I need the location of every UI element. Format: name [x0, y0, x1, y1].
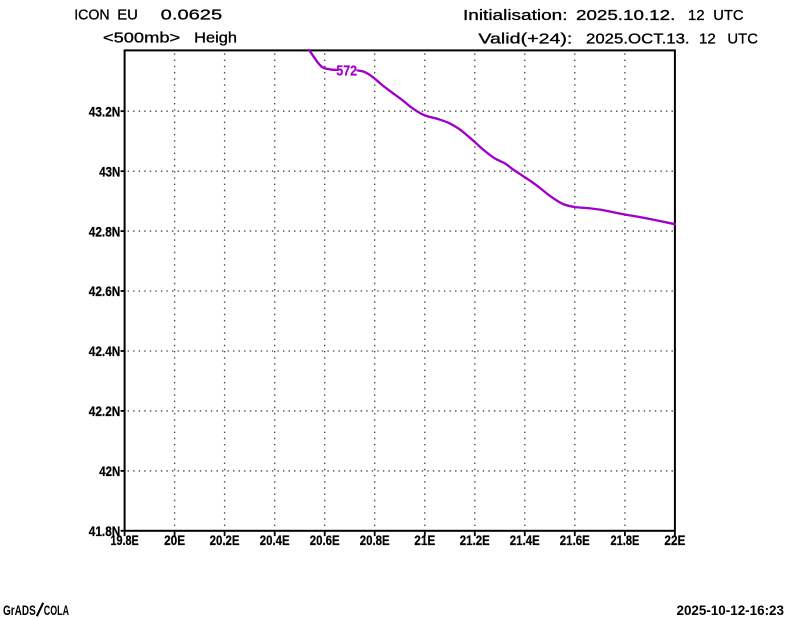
svg-text:20.4E: 20.4E [260, 532, 290, 548]
svg-text:572: 572 [336, 63, 357, 79]
svg-text:UTC: UTC [727, 30, 758, 47]
svg-text:21E: 21E [414, 532, 435, 548]
svg-text:20.8E: 20.8E [360, 532, 390, 548]
svg-text:2025-10-12-16:23: 2025-10-12-16:23 [677, 602, 785, 618]
svg-text:20.6E: 20.6E [310, 532, 340, 548]
svg-text:2025.10.12.: 2025.10.12. [576, 7, 675, 24]
svg-text:20.2E: 20.2E [210, 532, 240, 548]
svg-text:42.2N: 42.2N [89, 403, 121, 419]
svg-text:22E: 22E [664, 532, 685, 548]
svg-text:20E: 20E [164, 532, 185, 548]
svg-text:Valid(+24):: Valid(+24): [478, 30, 572, 47]
svg-text:Heigh: Heigh [194, 29, 237, 46]
svg-text:42.6N: 42.6N [89, 283, 121, 299]
svg-text:43N: 43N [99, 163, 120, 179]
svg-text:Initialisation:: Initialisation: [463, 7, 568, 24]
svg-text:12: 12 [699, 30, 716, 47]
svg-text:2025.OCT.13.: 2025.OCT.13. [586, 30, 690, 47]
svg-text:41.8N: 41.8N [89, 523, 121, 539]
svg-text:<500mb>: <500mb> [103, 29, 181, 46]
svg-text:42N: 42N [99, 463, 120, 479]
svg-text:ICON: ICON [74, 6, 110, 23]
svg-text:COLA: COLA [44, 602, 69, 618]
svg-text:42.4N: 42.4N [89, 343, 121, 359]
svg-text:42.8N: 42.8N [89, 223, 121, 239]
svg-text:12: 12 [688, 7, 705, 24]
svg-text:GrADS: GrADS [3, 602, 36, 618]
svg-text:21.8E: 21.8E [611, 532, 640, 548]
svg-text:19.8E: 19.8E [110, 532, 138, 548]
svg-text:43.2N: 43.2N [89, 103, 121, 119]
svg-text:21.6E: 21.6E [560, 532, 590, 548]
svg-text:21.4E: 21.4E [510, 532, 540, 548]
svg-text:UTC: UTC [713, 7, 744, 24]
svg-text:EU: EU [117, 6, 138, 23]
svg-text:21.2E: 21.2E [460, 532, 490, 548]
svg-text:0.0625: 0.0625 [161, 6, 223, 23]
